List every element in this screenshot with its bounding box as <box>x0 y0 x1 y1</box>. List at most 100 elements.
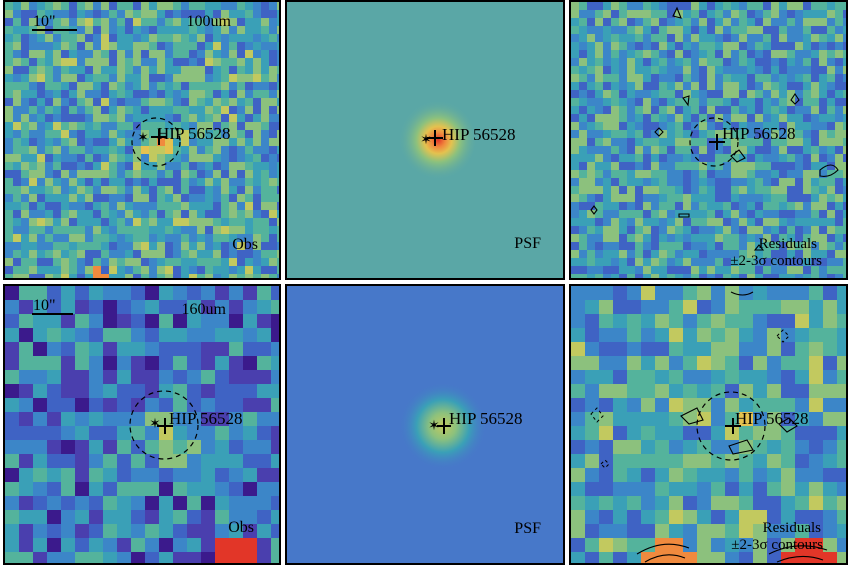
pixel <box>731 18 740 27</box>
pixel <box>221 178 230 187</box>
pixel <box>149 34 158 43</box>
pixel <box>173 2 182 11</box>
pixel <box>5 524 20 539</box>
pixel <box>659 122 668 131</box>
pixel <box>803 82 812 91</box>
pixel <box>159 496 174 511</box>
pixel <box>819 210 828 219</box>
pixel <box>197 258 206 267</box>
pixel <box>89 426 104 441</box>
pixel <box>827 274 836 278</box>
pixel <box>683 342 698 357</box>
pixel <box>145 454 160 469</box>
pixel <box>101 186 110 195</box>
pixel <box>747 106 756 115</box>
pixel <box>787 218 796 227</box>
pixel <box>659 10 668 19</box>
pixel <box>635 234 644 243</box>
pixel <box>189 122 198 131</box>
pixel <box>627 146 636 155</box>
pixel <box>779 250 788 259</box>
pixel <box>669 314 684 329</box>
pixel <box>835 18 844 27</box>
pixel <box>603 98 612 107</box>
pixel <box>21 210 30 219</box>
pixel <box>5 412 20 427</box>
pixel <box>229 194 238 203</box>
pixel <box>173 370 188 385</box>
pixel <box>571 50 580 59</box>
pixel <box>237 242 246 251</box>
pixel <box>795 242 804 251</box>
pixel <box>45 162 54 171</box>
pixel <box>85 106 94 115</box>
pixel <box>819 218 828 227</box>
pixel <box>763 66 772 75</box>
pixel <box>19 440 34 455</box>
pixel <box>667 202 676 211</box>
pixel <box>269 258 278 267</box>
pixel <box>141 202 150 211</box>
pixel <box>659 146 668 155</box>
pixel <box>277 170 279 179</box>
pixel <box>795 226 804 235</box>
pixel <box>667 210 676 219</box>
pixel <box>571 162 580 171</box>
pixel <box>257 496 272 511</box>
pixel <box>827 210 836 219</box>
pixel <box>149 74 158 83</box>
pixel <box>643 2 652 11</box>
pixel <box>651 146 660 155</box>
pixel <box>747 154 756 163</box>
pixel <box>651 162 660 171</box>
pixel <box>131 426 146 441</box>
pixel <box>795 26 804 35</box>
pixel <box>603 26 612 35</box>
pixel <box>819 170 828 179</box>
pixel <box>253 114 262 123</box>
pixel <box>21 106 30 115</box>
pixel <box>599 370 614 385</box>
pixel <box>197 138 206 147</box>
pixel <box>707 66 716 75</box>
pixel <box>189 18 198 27</box>
pixel <box>781 342 796 357</box>
pixel <box>587 90 596 99</box>
pixel <box>53 186 62 195</box>
pixel <box>159 510 174 525</box>
centroid-cross <box>427 130 443 146</box>
pixel <box>53 18 62 27</box>
pixel <box>85 26 94 35</box>
pixel <box>189 66 198 75</box>
pixel <box>669 356 684 371</box>
pixel <box>261 66 270 75</box>
pixel <box>723 202 732 211</box>
pixel <box>215 552 230 563</box>
pixel <box>85 274 94 278</box>
pixel <box>261 74 270 83</box>
pixel <box>101 114 110 123</box>
pixel <box>809 510 824 525</box>
pixel <box>723 130 732 139</box>
pixel <box>809 468 824 483</box>
pixel <box>125 130 134 139</box>
pixel <box>767 384 782 399</box>
pixel <box>595 114 604 123</box>
pixel <box>93 90 102 99</box>
pixel <box>611 130 620 139</box>
pixel <box>603 122 612 131</box>
pixel <box>683 154 692 163</box>
pixel <box>37 258 46 267</box>
pixel <box>579 274 588 278</box>
pixel <box>611 202 620 211</box>
pixel <box>691 210 700 219</box>
pixel <box>699 258 708 267</box>
pixel <box>613 468 628 483</box>
pixel <box>643 226 652 235</box>
pixel <box>261 266 270 275</box>
pixel <box>725 454 740 469</box>
pixel <box>269 74 278 83</box>
pixel <box>771 50 780 59</box>
pixel <box>29 50 38 59</box>
pixel <box>47 538 62 553</box>
